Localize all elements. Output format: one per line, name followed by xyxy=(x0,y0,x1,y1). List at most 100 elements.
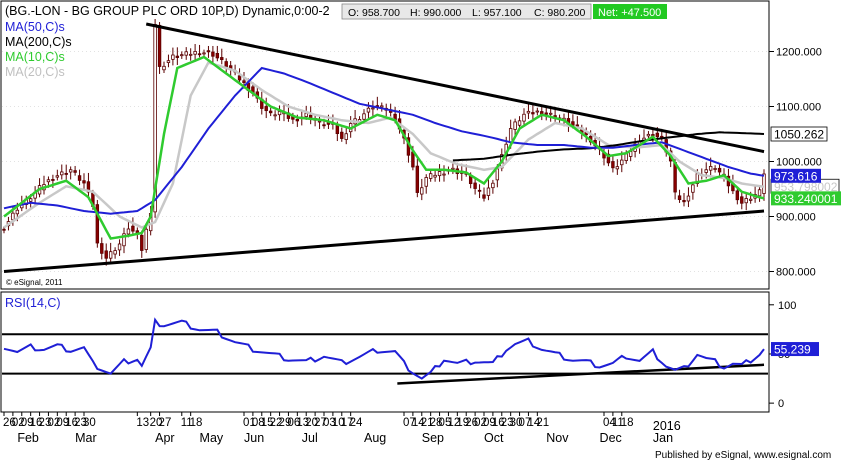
price-bar-body xyxy=(64,173,68,175)
x-month-label: Aug xyxy=(364,431,386,445)
price-bar-body xyxy=(100,243,104,254)
price-bar-body xyxy=(482,194,486,199)
x-day-label: 14 xyxy=(527,417,540,429)
price-bar-body xyxy=(11,212,15,221)
price-bar-body xyxy=(673,161,677,193)
quote-box: O: 958.700 H: 990.000 L: 957.100 C: 980.200 xyxy=(341,3,592,20)
price-bar-body xyxy=(202,52,206,55)
ma50-value-tag-label: 973.616 xyxy=(774,169,818,183)
ma10-value-tag-label: 933.240001 xyxy=(774,192,838,206)
price-bar-body xyxy=(433,174,437,178)
price-bar-body xyxy=(442,173,446,176)
x-day-label: 04 xyxy=(603,417,616,429)
price-bar-body xyxy=(166,60,171,63)
ma50-value-tag xyxy=(771,168,821,183)
x-day-label: 13 xyxy=(296,417,309,429)
price-bar-body xyxy=(304,112,308,117)
price-bar-body xyxy=(615,166,620,170)
price-bar-body xyxy=(157,24,162,67)
price-bar-body xyxy=(82,180,86,184)
rsi-lines xyxy=(2,317,768,385)
price-bar-body xyxy=(708,165,713,171)
legend-item: MA(20,C)s xyxy=(5,65,65,79)
x-month-label: Dec xyxy=(600,431,622,445)
price-bar-body xyxy=(140,234,144,251)
x-day-label: 18 xyxy=(621,417,634,429)
price-bar-body xyxy=(717,167,722,173)
rsi-value-tag-label: 55.239 xyxy=(774,343,811,357)
price-bar-body xyxy=(508,128,513,144)
price-bar-body xyxy=(197,53,202,56)
price-bar-body xyxy=(606,153,611,164)
price-bar-body xyxy=(108,251,113,259)
rsi-title: RSI(14,C) xyxy=(5,296,61,310)
price-bar-body xyxy=(362,113,366,120)
x-day-label: 13 xyxy=(136,417,149,429)
price-bar-body xyxy=(535,110,540,113)
ma10-line xyxy=(3,55,765,240)
x-day-label: 07 xyxy=(403,417,416,429)
price-bar-body xyxy=(264,106,268,112)
price-tick-label: 900.000 xyxy=(776,212,816,224)
price-bar-body xyxy=(522,113,526,122)
x-day-label: 23 xyxy=(501,417,514,429)
x-day-label: 09 xyxy=(483,417,496,429)
price-panel: 800.000 900.000 1000.000 1100.000 1200.000 10… xyxy=(0,0,841,290)
x-day-label: 02 xyxy=(12,417,25,429)
ma50-line xyxy=(3,66,765,215)
price-bar-body xyxy=(677,195,682,201)
x-month-label: Feb xyxy=(17,431,39,445)
price-bar-body xyxy=(473,182,477,189)
x-day-label: 11 xyxy=(181,417,193,429)
x-day-label: 22 xyxy=(270,417,283,429)
price-bar-body xyxy=(513,121,517,130)
price-bar-body xyxy=(237,75,242,81)
x-day-label: 27 xyxy=(314,417,327,429)
quote-value: H: 990.000 xyxy=(410,7,462,19)
price-bar-body xyxy=(295,118,300,122)
price-bar-body xyxy=(544,112,548,115)
x-day-label: 29 xyxy=(279,417,292,429)
x-month-label: Oct xyxy=(484,431,504,445)
quote-value: O: 958.700 xyxy=(348,7,400,19)
rsi-axis: 05010055.239 xyxy=(768,292,819,412)
x-day-label: 20 xyxy=(305,417,318,429)
price-bar-body xyxy=(144,228,148,250)
price-bar-body xyxy=(420,187,424,195)
price-bar-body xyxy=(215,52,220,59)
price-bar-body xyxy=(117,243,122,251)
x-day-label: 18 xyxy=(190,417,203,429)
price-bar-body xyxy=(193,51,197,55)
x-day-label: 30 xyxy=(510,417,523,429)
price-bar-body xyxy=(713,168,717,170)
price-bar-body xyxy=(757,189,762,197)
x-day-label: 28 xyxy=(430,417,443,429)
price-bar-body xyxy=(184,51,188,56)
price-bar-body xyxy=(131,225,135,232)
price-bar-body xyxy=(611,161,615,169)
chart-header: (BG.-LON - BG GROUP PLC ORD 10P,D) Dynam… xyxy=(2,2,667,20)
rsi-line xyxy=(3,317,765,380)
price-bar-body xyxy=(371,107,375,110)
ma10-value-tag xyxy=(771,191,841,206)
price-tick-label: 1000.000 xyxy=(776,157,822,169)
legend-item: MA(10,C)s xyxy=(5,50,65,64)
price-lines xyxy=(3,22,765,273)
x-month-label: Jun xyxy=(244,431,264,445)
price-bar-body xyxy=(206,50,211,53)
price-bar-body xyxy=(740,196,744,204)
price-bar-body xyxy=(104,250,108,259)
x-month-label: May xyxy=(200,431,224,445)
x-day-label: 08 xyxy=(252,417,265,429)
x-day-label: 16 xyxy=(492,417,505,429)
rsi-trendline xyxy=(397,363,765,385)
rsi-panel: 05010055.239 xyxy=(0,291,819,413)
x-day-label: 09 xyxy=(21,417,34,429)
x-month-label: Jan xyxy=(653,431,673,445)
price-bar-body xyxy=(60,171,64,176)
x-month-label: Jul xyxy=(302,431,318,445)
rsi-tick-label: 100 xyxy=(778,300,796,312)
price-bar-body xyxy=(55,175,60,178)
price-bar-body xyxy=(122,233,126,247)
price-bar-body xyxy=(762,173,766,194)
